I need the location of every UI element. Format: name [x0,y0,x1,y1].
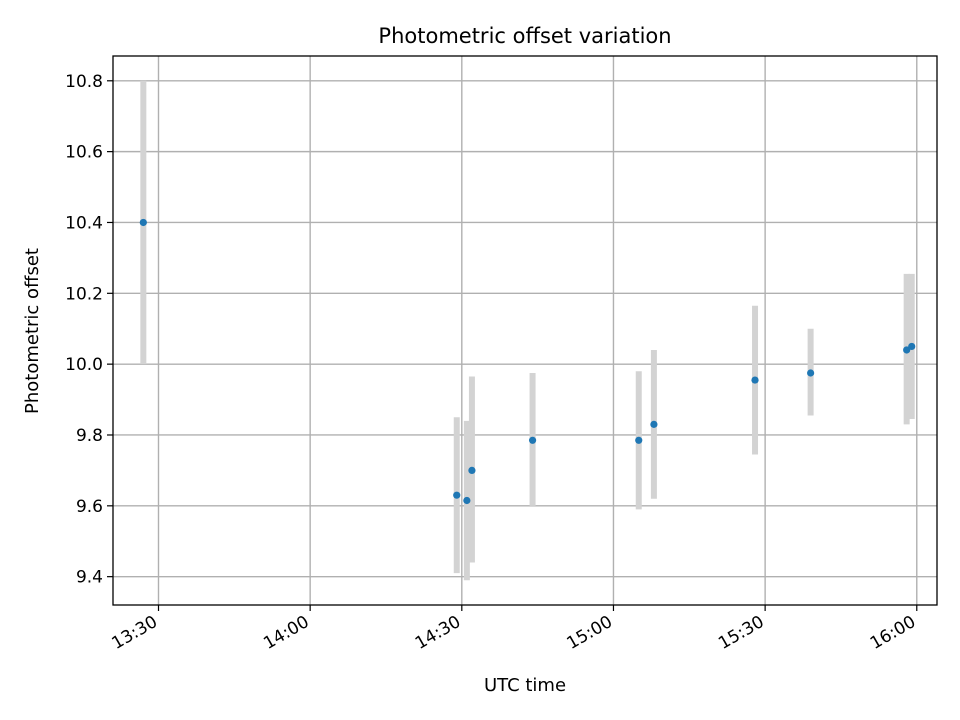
x-tick-label: 16:00 [867,612,919,654]
data-point [453,491,461,499]
data-point [807,369,815,377]
grid-layer [113,56,937,605]
data-point [751,376,759,384]
data-point [528,436,537,444]
y-tick-label: 9.6 [76,497,103,517]
data-point [468,466,476,475]
data-point [463,496,471,505]
data-point [903,346,911,354]
y-tick-label: 9.4 [76,568,103,588]
x-tick-label: 15:30 [715,612,767,654]
data-point [635,436,643,444]
tick-layer: 9.4 9.6 9.8 10.0 10.2 10.4 10.6 10.8 13:30 14:00 1… [65,72,919,654]
plot-frame [112,55,938,606]
y-tick-label: 10.2 [65,284,103,304]
y-tick-label: 10.0 [65,355,103,375]
y-axis-label: Photometric offset [22,248,43,414]
y-tick-label: 10.4 [65,213,103,233]
data-point-layer [139,218,916,505]
x-tick-label: 14:30 [412,612,464,654]
chart-title: Photometric offset variation [378,24,671,48]
x-tick-label: 13:30 [109,612,161,654]
x-tick-label: 14:00 [260,612,312,654]
y-tick-label: 10.6 [65,143,103,163]
y-tick-label: 10.8 [65,72,103,92]
y-tick-label: 9.8 [76,426,103,446]
data-point [908,342,916,351]
x-axis-label: UTC time [484,675,566,696]
data-point [650,420,658,428]
x-tick-label: 15:00 [564,612,616,654]
data-point [139,218,147,227]
